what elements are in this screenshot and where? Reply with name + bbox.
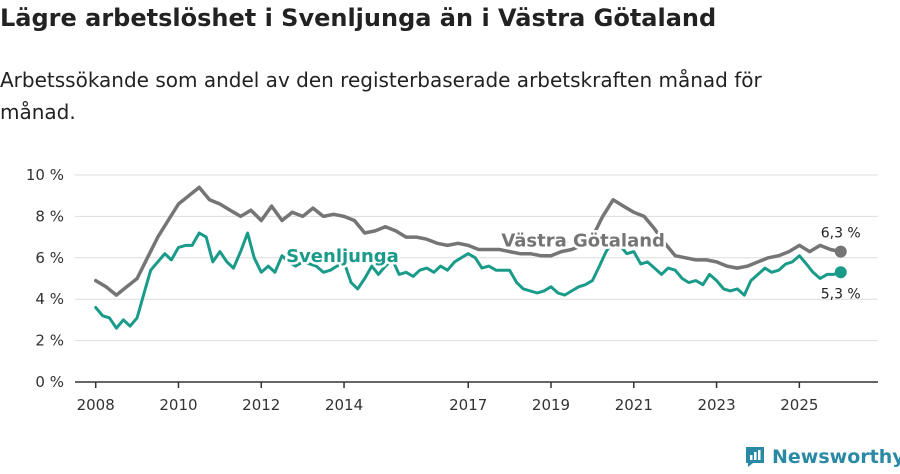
y-tick-label: 10 % — [26, 166, 64, 184]
x-tick-label: 2012 — [242, 396, 280, 414]
x-tick-label: 2010 — [159, 396, 197, 414]
series-label-svenljunga: Svenljunga — [286, 246, 399, 267]
brand-logo: Newsworthy — [744, 444, 900, 470]
series-line-svenljunga — [94, 231, 843, 330]
newsworthy-logo-icon — [746, 447, 764, 467]
x-tick-label: 2017 — [449, 396, 487, 414]
chart-title: Lägre arbetslöshet i Svenljunga än i Väs… — [0, 4, 717, 32]
y-tick-label: 4 % — [35, 290, 64, 308]
y-tick-label: 2 % — [35, 332, 64, 350]
y-tick-label: 0 % — [35, 373, 64, 391]
end-point-svenljunga — [834, 266, 847, 279]
end-label-vastra-gotaland: 6,3 % — [821, 226, 861, 242]
x-tick-label: 2021 — [615, 396, 653, 414]
x-tick-label: 2025 — [780, 396, 818, 414]
chart-subtitle: Arbetssökande som andel av den registerb… — [0, 68, 762, 124]
x-tick-label: 2008 — [77, 396, 115, 414]
series-label-vastra-gotaland: Västra Götaland — [501, 230, 665, 251]
x-tick-label: 2023 — [697, 396, 735, 414]
x-tick-label: 2019 — [532, 396, 570, 414]
y-tick-label: 6 % — [35, 249, 64, 267]
grid-lines — [75, 174, 878, 342]
y-axis-ticks: 0 % 2 % 4 % 6 % 8 % 10 % — [26, 166, 64, 391]
series-line-vastra-gotaland — [93, 185, 843, 297]
x-axis-ticks: 2008 2010 2012 2014 2017 2019 2021 2023 2025 — [77, 382, 818, 414]
end-point-vastra-gotaland — [834, 245, 847, 258]
x-tick-label: 2014 — [325, 396, 363, 414]
y-tick-label: 8 % — [35, 207, 64, 225]
brand-name: Newsworthy — [772, 446, 900, 468]
end-label-svenljunga: 5,3 % — [821, 286, 861, 302]
